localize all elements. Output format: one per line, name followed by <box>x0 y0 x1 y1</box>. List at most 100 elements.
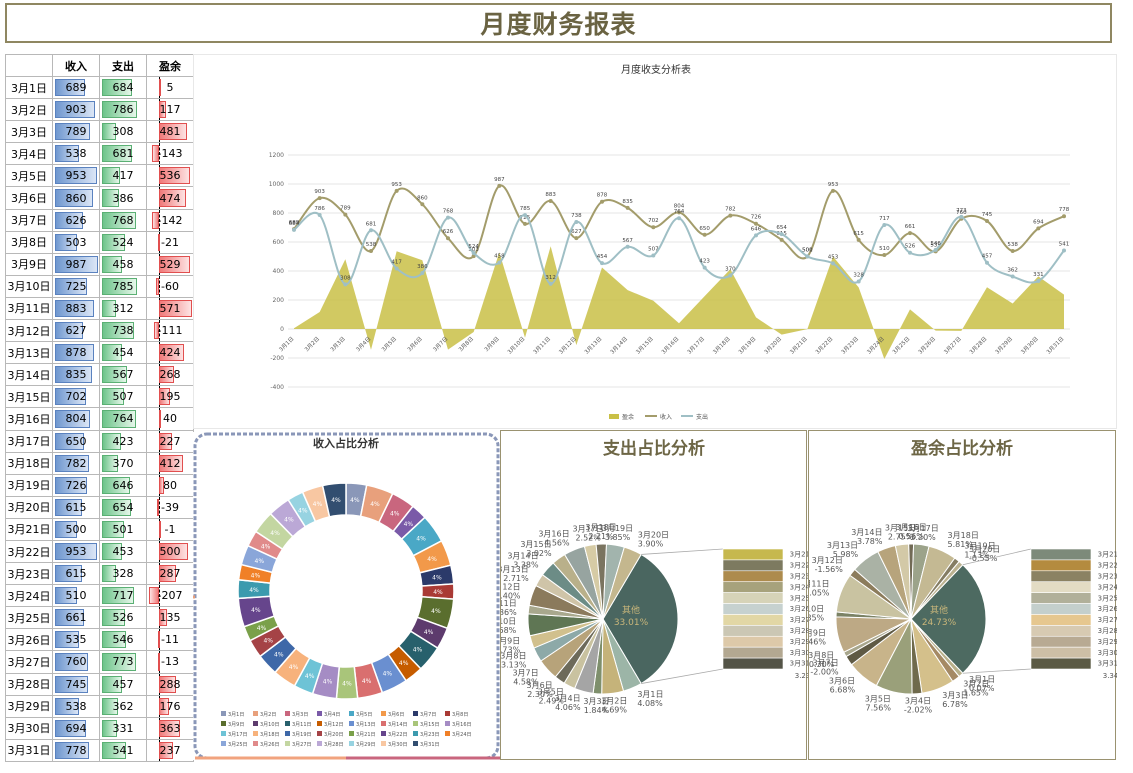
row-date: 3月29日 <box>5 694 53 718</box>
income-point <box>574 236 579 241</box>
donut-legend-item: 3月19日 <box>292 732 312 738</box>
surplus-data-bar <box>159 366 175 384</box>
income-point <box>985 218 989 223</box>
surplus-data-bar <box>153 322 159 340</box>
donut-slice-label: 4% <box>432 574 442 581</box>
surplus-value: 500 <box>159 545 181 559</box>
row-date: 3月13日 <box>5 341 53 365</box>
pie-slice-label: 3月4日 <box>905 697 931 706</box>
row-income: 689 <box>52 75 100 100</box>
income-data-bar <box>55 498 83 516</box>
secondary-bar-segment <box>1030 559 1092 572</box>
row-expense: 546 <box>99 628 147 652</box>
pie-slice-label: 3月9日 <box>501 637 520 646</box>
expense-point <box>831 261 835 266</box>
pie-slice-label: 3月13日 <box>827 541 858 550</box>
row-surplus: -111 <box>146 319 194 343</box>
expense-data-bar <box>102 520 125 538</box>
income-point <box>779 237 784 242</box>
expense-value: 331 <box>112 721 134 735</box>
pie-slice-percent: 6.68% <box>830 686 856 695</box>
table-row: 3月19日 726 646 80 <box>5 473 194 497</box>
income-data-label: 860 <box>417 195 428 201</box>
donut-legend-item: 3月7日 <box>420 712 436 718</box>
expense-point <box>446 215 450 220</box>
secondary-bar-label: 3月28日 <box>790 627 808 635</box>
expense-value: 717 <box>112 589 134 603</box>
row-income: 650 <box>52 429 100 453</box>
row-surplus: 195 <box>146 385 194 409</box>
donut-legend-item: 3月29日 <box>356 742 376 748</box>
surplus-zero-axis <box>159 143 160 165</box>
expense-data-label: 386 <box>417 264 428 270</box>
row-income: 903 <box>52 98 100 122</box>
table-row: 3月26日 535 546 -11 <box>5 628 194 652</box>
pie-slice-label: 3月20日 <box>638 530 669 539</box>
income-data-bar <box>55 388 86 406</box>
income-data-label: 627 <box>571 229 582 235</box>
pie-slice-percent: 4.06% <box>555 703 581 712</box>
row-surplus: 268 <box>146 363 194 387</box>
surplus-value: -39 <box>161 500 179 514</box>
donut-legend-swatch <box>317 721 322 726</box>
expense-value: 507 <box>112 390 134 404</box>
row-date: 3月27日 <box>5 650 53 674</box>
expense-data-label: 453 <box>828 254 839 260</box>
donut-legend-swatch <box>317 741 322 746</box>
donut-legend-swatch <box>253 741 258 746</box>
expense-point <box>754 233 758 238</box>
surplus-data-bar <box>152 211 159 229</box>
pie-slice-label: 3月16日 <box>896 523 927 532</box>
row-expense: 785 <box>99 274 147 298</box>
row-date: 3月7日 <box>5 208 53 232</box>
pie-slice-label: 3月20日 <box>969 545 1000 554</box>
secondary-bar-segment <box>1030 657 1092 670</box>
table-header-row: 收入 支出 盈余 <box>5 54 194 77</box>
secondary-bar-segment <box>722 635 784 648</box>
expense-value: 681 <box>112 147 134 161</box>
secondary-bar-segment <box>1030 603 1092 615</box>
donut-legend-swatch <box>349 741 354 746</box>
expense-data-bar <box>102 366 127 384</box>
surplus-value: 5 <box>166 81 174 95</box>
row-income: 538 <box>52 694 100 718</box>
expense-data-bar <box>102 277 137 295</box>
expense-value: 773 <box>112 655 134 669</box>
donut-slice-label: 4% <box>255 558 265 565</box>
row-surplus: 135 <box>146 606 194 630</box>
row-surplus: 529 <box>146 252 194 276</box>
row-surplus: -21 <box>146 230 194 254</box>
donut-legend-swatch <box>413 711 418 716</box>
donut-legend-swatch <box>221 741 226 746</box>
secondary-bar-segment <box>1030 625 1092 637</box>
pie-slice-percent: 3.90% <box>638 539 664 548</box>
row-income: 835 <box>52 363 100 387</box>
donut-legend-item: 3月21日 <box>356 732 376 738</box>
donut-legend-item: 3月9日 <box>228 722 244 728</box>
donut-legend-swatch <box>413 741 418 746</box>
row-income: 883 <box>52 296 100 321</box>
surplus-value: 412 <box>159 456 181 470</box>
income-data-label: 903 <box>314 189 325 195</box>
secondary-bar-label: 3月31日 <box>790 660 808 668</box>
row-expense: 454 <box>99 341 147 365</box>
expense-data-bar <box>102 719 117 737</box>
row-income: 702 <box>52 385 100 409</box>
donut-legend-swatch <box>381 731 386 736</box>
expense-data-label: 681 <box>366 221 377 227</box>
row-income: 510 <box>52 584 100 608</box>
pie-slice-label: 3月8日 <box>501 651 526 660</box>
row-expense: 312 <box>99 296 147 321</box>
expense-value: 370 <box>112 456 134 470</box>
table-row: 3月10日 725 785 -60 <box>5 274 194 298</box>
expense-value: 768 <box>112 213 134 227</box>
secondary-bar-segment <box>1030 592 1092 604</box>
surplus-data-bar <box>159 299 192 318</box>
table-row: 3月5日 953 417 536 <box>5 164 194 188</box>
donut-slice-label: 4% <box>313 501 323 508</box>
secondary-bar-label: 3月21日 <box>1098 551 1117 559</box>
expense-data-bar <box>102 542 122 561</box>
surplus-data-bar <box>159 123 187 141</box>
pie-slice-percent: 2.30% <box>527 690 553 699</box>
expense-data-bar <box>102 123 116 141</box>
